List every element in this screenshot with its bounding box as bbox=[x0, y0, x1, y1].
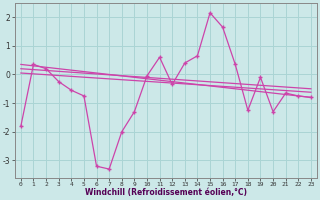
X-axis label: Windchill (Refroidissement éolien,°C): Windchill (Refroidissement éolien,°C) bbox=[85, 188, 247, 197]
